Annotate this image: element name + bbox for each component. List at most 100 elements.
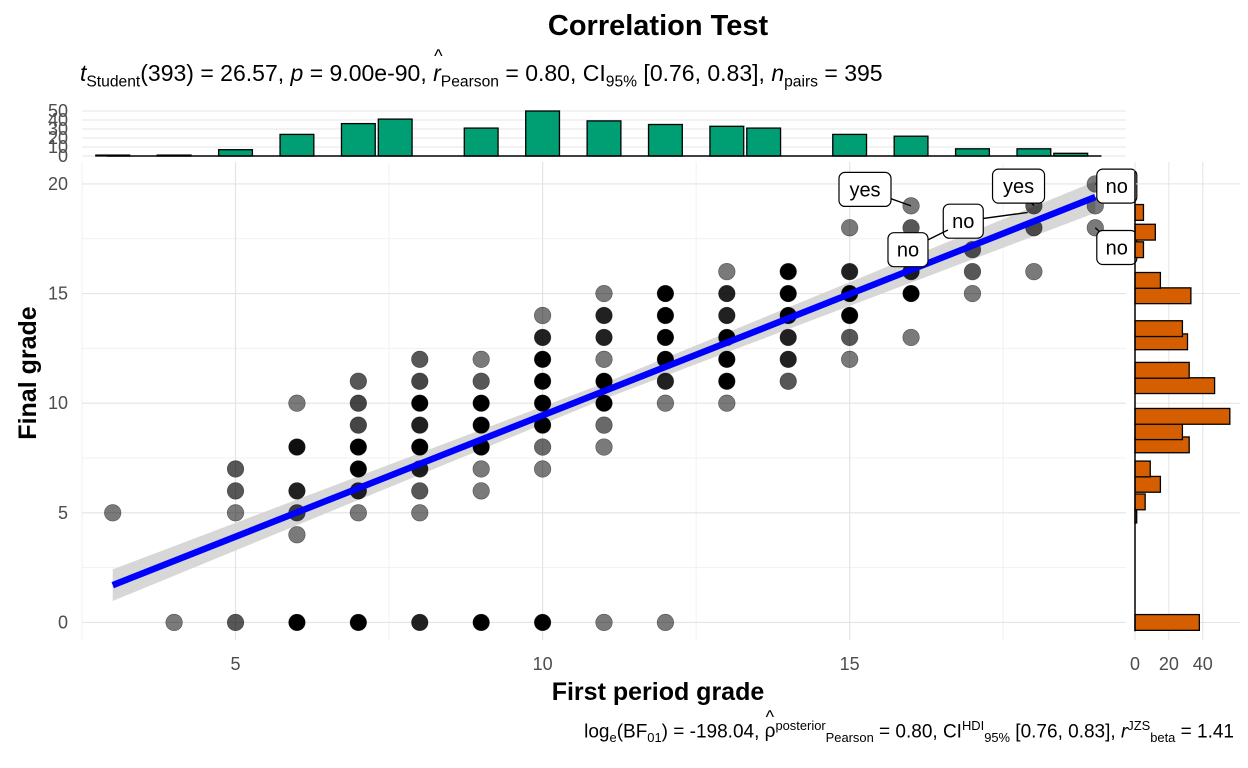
point-label-box bbox=[1096, 168, 1138, 204]
data-point bbox=[472, 350, 490, 368]
top-hist-bar bbox=[1016, 148, 1052, 157]
top-hist-bar bbox=[279, 133, 315, 157]
data-point bbox=[595, 394, 613, 412]
top-hist-bar bbox=[709, 125, 745, 157]
right-hist-bar bbox=[1134, 287, 1192, 305]
top-hist-bar bbox=[647, 123, 683, 157]
data-point bbox=[533, 328, 552, 347]
data-point bbox=[595, 306, 613, 325]
y-tick-label: 20 bbox=[48, 174, 68, 194]
x-tick-label: 15 bbox=[840, 654, 860, 674]
top-hist-tick-label: 20 bbox=[48, 128, 68, 148]
chart-title: Correlation Test bbox=[547, 10, 769, 42]
data-point bbox=[472, 394, 490, 412]
data-point bbox=[779, 328, 797, 347]
right-hist-bar bbox=[1134, 241, 1145, 259]
data-point bbox=[902, 284, 920, 303]
data-point bbox=[656, 328, 675, 347]
y-tick-label: 10 bbox=[48, 393, 68, 413]
data-point bbox=[963, 284, 982, 303]
data-point bbox=[472, 460, 490, 478]
data-point bbox=[411, 416, 429, 434]
data-point bbox=[533, 350, 552, 368]
data-point bbox=[533, 372, 552, 390]
data-point bbox=[288, 438, 306, 456]
top-hist-bar bbox=[525, 110, 561, 157]
data-point bbox=[349, 504, 367, 522]
data-point bbox=[349, 438, 367, 456]
data-point bbox=[472, 613, 490, 632]
data-point bbox=[841, 328, 859, 347]
right-hist-bar bbox=[1134, 320, 1184, 338]
point-label-text: no bbox=[897, 240, 919, 262]
data-point bbox=[841, 219, 859, 237]
data-point bbox=[165, 613, 183, 632]
data-point bbox=[349, 416, 367, 434]
x-tick-label: 5 bbox=[231, 654, 241, 674]
data-point bbox=[288, 482, 306, 500]
top-hist-tick-label: 0 bbox=[58, 146, 68, 166]
data-point bbox=[533, 394, 552, 412]
data-point bbox=[1025, 263, 1043, 281]
top-hist-bar bbox=[586, 120, 622, 157]
data-point bbox=[656, 284, 675, 303]
data-point bbox=[226, 460, 245, 478]
point-label-box bbox=[838, 171, 892, 208]
top-hist-tick-label: 10 bbox=[48, 137, 68, 157]
right-hist-bar bbox=[1134, 361, 1190, 379]
data-point bbox=[841, 306, 859, 325]
data-point bbox=[411, 613, 429, 632]
data-point bbox=[226, 613, 245, 632]
right-hist-bar bbox=[1134, 377, 1216, 395]
data-point bbox=[841, 350, 859, 368]
point-labels-layer: yes no no yes no no bbox=[838, 168, 1138, 268]
data-point bbox=[595, 350, 613, 368]
data-point bbox=[533, 438, 552, 456]
point-label-text: yes bbox=[1003, 176, 1034, 198]
points-layer bbox=[104, 175, 1104, 632]
data-point bbox=[411, 350, 429, 368]
right-hist-bar bbox=[1134, 493, 1146, 511]
top-hist-bar bbox=[217, 149, 254, 157]
data-point bbox=[349, 394, 367, 412]
right-hist-bar bbox=[1134, 271, 1162, 289]
top-hist-bar bbox=[832, 133, 868, 157]
data-point bbox=[718, 284, 736, 303]
data-point bbox=[779, 263, 797, 281]
data-point bbox=[656, 394, 675, 412]
point-label-box bbox=[887, 232, 929, 268]
data-point bbox=[595, 328, 613, 347]
data-point bbox=[288, 613, 306, 632]
data-point bbox=[595, 438, 613, 456]
data-point bbox=[718, 372, 736, 390]
right-hist-bar bbox=[1134, 203, 1145, 221]
data-point bbox=[779, 372, 797, 390]
top-hist-tick-label: 40 bbox=[48, 110, 68, 130]
data-point bbox=[718, 306, 736, 325]
right-hist-bar bbox=[1134, 423, 1184, 441]
top-hist-bar bbox=[893, 135, 929, 157]
data-point bbox=[533, 306, 552, 325]
data-point bbox=[656, 613, 675, 632]
top-hist-tick-label: 50 bbox=[48, 101, 68, 121]
data-point bbox=[779, 350, 797, 368]
point-label-text: yes bbox=[849, 179, 880, 201]
right-hist-tick-label: 40 bbox=[1193, 654, 1213, 674]
data-point bbox=[656, 306, 675, 325]
data-point bbox=[226, 504, 245, 522]
data-point bbox=[595, 416, 613, 434]
right-histogram: 0 20 40 bbox=[1130, 162, 1240, 674]
data-point bbox=[349, 613, 367, 632]
data-point bbox=[533, 613, 552, 632]
data-point bbox=[902, 328, 920, 347]
top-hist-bar bbox=[377, 118, 413, 157]
y-tick-label: 15 bbox=[48, 284, 68, 304]
point-label-text: no bbox=[952, 211, 974, 233]
data-point bbox=[595, 284, 613, 303]
data-point bbox=[779, 284, 797, 303]
y-tick-label: 0 bbox=[58, 612, 68, 632]
right-hist-tick-label: 0 bbox=[1130, 654, 1140, 674]
y-axis-title: Final grade bbox=[14, 306, 42, 439]
